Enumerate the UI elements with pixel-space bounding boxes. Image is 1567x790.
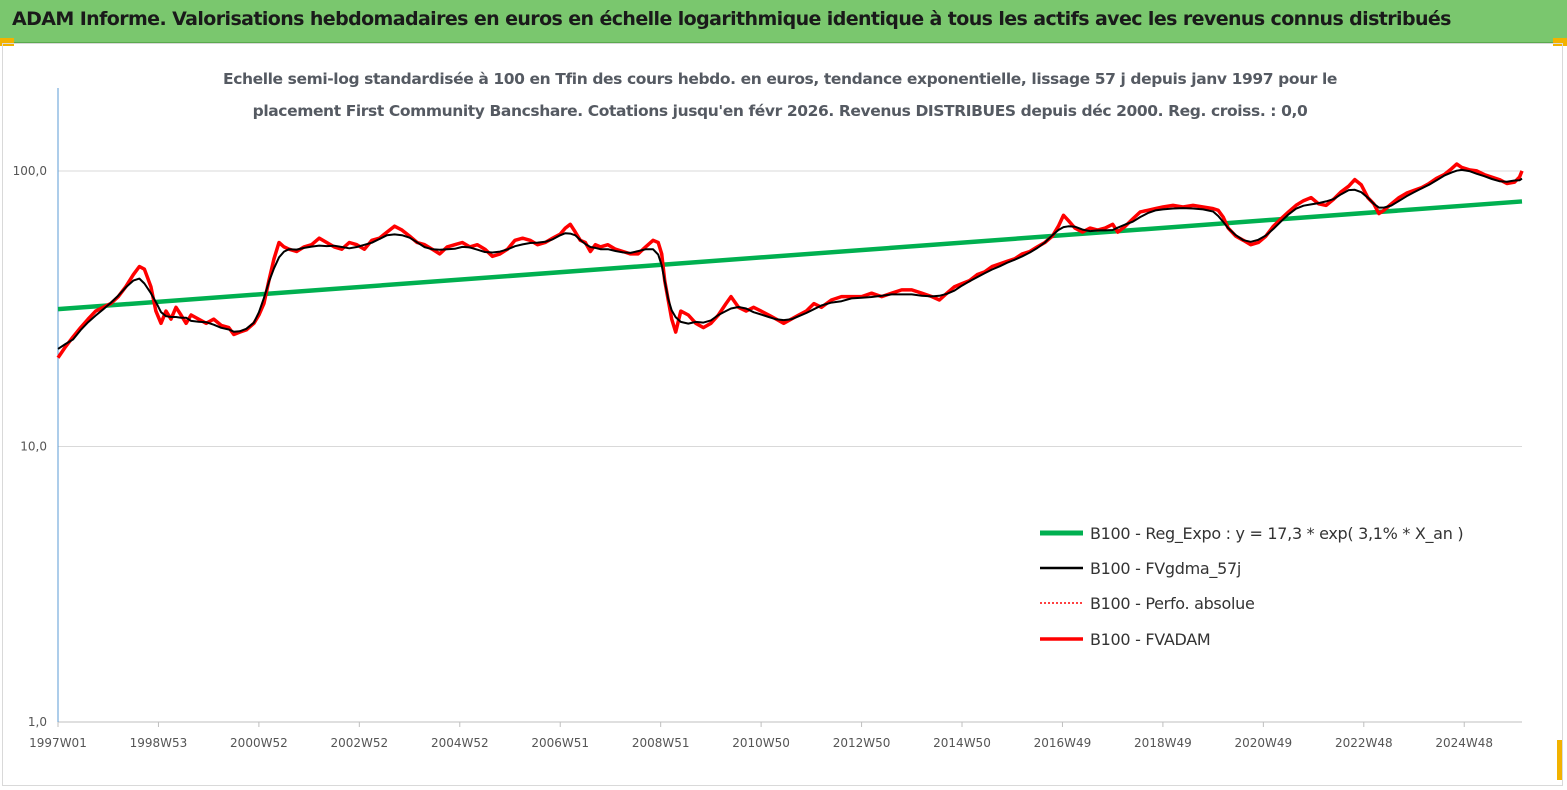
legend-label-perfo: B100 - Perfo. absolue xyxy=(1090,594,1255,613)
y-tick-label: 10,0 xyxy=(20,439,47,453)
x-tick-label: 2022W48 xyxy=(1335,736,1393,750)
x-tick-label: 2010W50 xyxy=(732,736,790,750)
report-title: ADAM Informe. Valorisations hebdomadaire… xyxy=(12,8,1451,30)
x-tick-label: 2004W52 xyxy=(431,736,489,750)
x-tick-label: 2014W50 xyxy=(933,736,991,750)
legend-label-reg-expo: B100 - Reg_Expo : y = 17,3 * exp( 3,1% *… xyxy=(1090,524,1463,544)
axes: 1,0 10,0 100,0 1997W01 1998W53 2000W52 2002W52… xyxy=(13,88,1522,750)
x-tick-label: 1997W01 xyxy=(29,736,87,750)
series-fvadam-line xyxy=(56,162,1524,359)
title-banner: ADAM Informe. Valorisations hebdomadaire… xyxy=(0,0,1567,43)
x-tick-label: 2016W49 xyxy=(1034,736,1092,750)
series-fvgdma-line xyxy=(57,168,1523,350)
legend: B100 - Reg_Expo : y = 17,3 * exp( 3,1% *… xyxy=(1040,524,1464,649)
legend-label-fvadam: B100 - FVADAM xyxy=(1090,630,1210,649)
corner-marker-top-left xyxy=(0,38,14,46)
legend-label-fvgdma: B100 - FVgdma_57j xyxy=(1090,559,1241,579)
x-tick-label: 2008W51 xyxy=(632,736,690,750)
x-tick-label: 1998W53 xyxy=(130,736,188,750)
chart-frame xyxy=(2,43,1563,786)
series-reg-expo-line xyxy=(57,199,1523,312)
y-tick-label: 1,0 xyxy=(28,715,47,729)
x-tick-label: 2024W48 xyxy=(1435,736,1493,750)
corner-marker-top-right xyxy=(1553,38,1567,46)
chart-subtitle-line-1: Echelle semi-log standardisée à 100 en T… xyxy=(223,70,1337,88)
grid xyxy=(58,170,1522,447)
x-tick-label: 2012W50 xyxy=(833,736,891,750)
chart-subtitle-line-2: placement First Community Bancshare. Cot… xyxy=(253,102,1308,120)
plot-area xyxy=(56,162,1524,359)
x-tick-label: 2006W51 xyxy=(531,736,589,750)
x-tick-label: 2018W49 xyxy=(1134,736,1192,750)
corner-marker-bottom-right xyxy=(1557,740,1563,780)
x-tick-label: 2002W52 xyxy=(330,736,388,750)
x-tick-label: 2000W52 xyxy=(230,736,288,750)
x-tick-label: 2020W49 xyxy=(1235,736,1293,750)
y-tick-label: 100,0 xyxy=(13,164,47,178)
